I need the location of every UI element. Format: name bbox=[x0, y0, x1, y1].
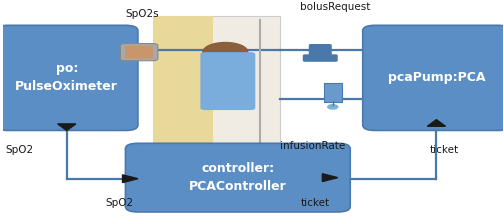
Text: SpO2s: SpO2s bbox=[125, 9, 159, 19]
FancyBboxPatch shape bbox=[125, 46, 153, 59]
Circle shape bbox=[203, 43, 248, 62]
Text: po:
PulseOximeter: po: PulseOximeter bbox=[15, 62, 118, 93]
Polygon shape bbox=[122, 175, 138, 183]
Text: infusionRate: infusionRate bbox=[280, 141, 346, 151]
FancyBboxPatch shape bbox=[363, 25, 504, 130]
Text: bolusRequest: bolusRequest bbox=[300, 2, 370, 12]
Text: pcaPump:PCA: pcaPump:PCA bbox=[388, 71, 485, 84]
FancyBboxPatch shape bbox=[153, 16, 213, 144]
Text: ticket: ticket bbox=[300, 198, 330, 208]
Circle shape bbox=[328, 105, 338, 109]
Text: SpO2: SpO2 bbox=[6, 145, 34, 155]
FancyBboxPatch shape bbox=[201, 52, 256, 110]
FancyBboxPatch shape bbox=[120, 43, 158, 61]
FancyBboxPatch shape bbox=[303, 54, 338, 62]
Polygon shape bbox=[57, 124, 76, 130]
Text: SpO2: SpO2 bbox=[105, 198, 134, 208]
Text: ticket: ticket bbox=[430, 145, 459, 155]
FancyBboxPatch shape bbox=[153, 16, 280, 144]
FancyBboxPatch shape bbox=[0, 25, 138, 130]
Polygon shape bbox=[427, 120, 446, 126]
Polygon shape bbox=[323, 174, 338, 182]
FancyBboxPatch shape bbox=[125, 143, 350, 212]
FancyBboxPatch shape bbox=[309, 44, 332, 56]
Text: controller:
PCAController: controller: PCAController bbox=[189, 162, 287, 193]
FancyBboxPatch shape bbox=[324, 83, 342, 102]
